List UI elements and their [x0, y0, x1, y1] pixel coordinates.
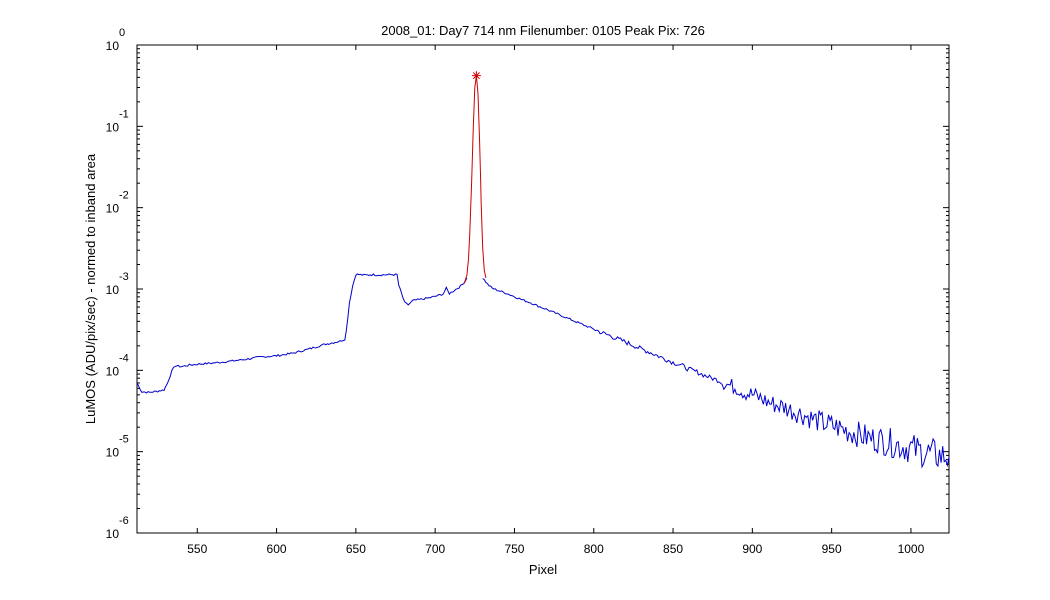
- x-tick-label: 850: [663, 542, 683, 556]
- x-tick-label: 800: [584, 542, 604, 556]
- x-axis-label: Pixel: [529, 562, 557, 577]
- x-axis: 550 600 650 700 750 800 850 900 950 1000: [187, 45, 925, 556]
- y-tick-label-base: 10: [106, 364, 120, 378]
- x-tick-label: 950: [822, 542, 842, 556]
- y-tick-label-base: 10: [106, 283, 120, 297]
- y-tick-label-exponent: -3: [119, 271, 129, 283]
- plot-area: [136, 44, 950, 534]
- y-tick-label-exponent: -6: [119, 515, 129, 527]
- x-tick-label: 1000: [898, 542, 925, 556]
- y-axis-label: LuMOS (ADU/pix/sec) - normed to inband a…: [83, 153, 98, 424]
- series-line-1: [482, 278, 950, 469]
- y-tick-label-base: 10: [106, 120, 120, 134]
- series-lines: [136, 75, 950, 469]
- x-tick-label: 750: [504, 542, 524, 556]
- peak-asterisk: [471, 71, 481, 81]
- series-line-2: [463, 75, 487, 285]
- chart-title: 2008_01: Day7 714 nm Filenumber: 0105 Pe…: [381, 23, 705, 38]
- x-tick-label: 550: [187, 542, 207, 556]
- x-tick-label: 900: [742, 542, 762, 556]
- peak-marker: [471, 71, 481, 81]
- x-tick-label: 600: [267, 542, 287, 556]
- y-tick-label-exponent: 0: [119, 27, 125, 39]
- y-tick-label-exponent: -2: [119, 190, 129, 202]
- y-tick-label-exponent: -4: [119, 352, 129, 364]
- y-tick-label-base: 10: [106, 446, 120, 460]
- y-tick-label-exponent: -1: [119, 108, 129, 120]
- series-line-0: [136, 273, 468, 394]
- y-tick-label-base: 10: [106, 202, 120, 216]
- y-tick-label-base: 10: [106, 39, 120, 53]
- y-tick-label-exponent: -5: [119, 434, 129, 446]
- y-tick-label-base: 10: [106, 527, 120, 541]
- x-tick-label: 700: [425, 542, 445, 556]
- x-tick-label: 650: [346, 542, 366, 556]
